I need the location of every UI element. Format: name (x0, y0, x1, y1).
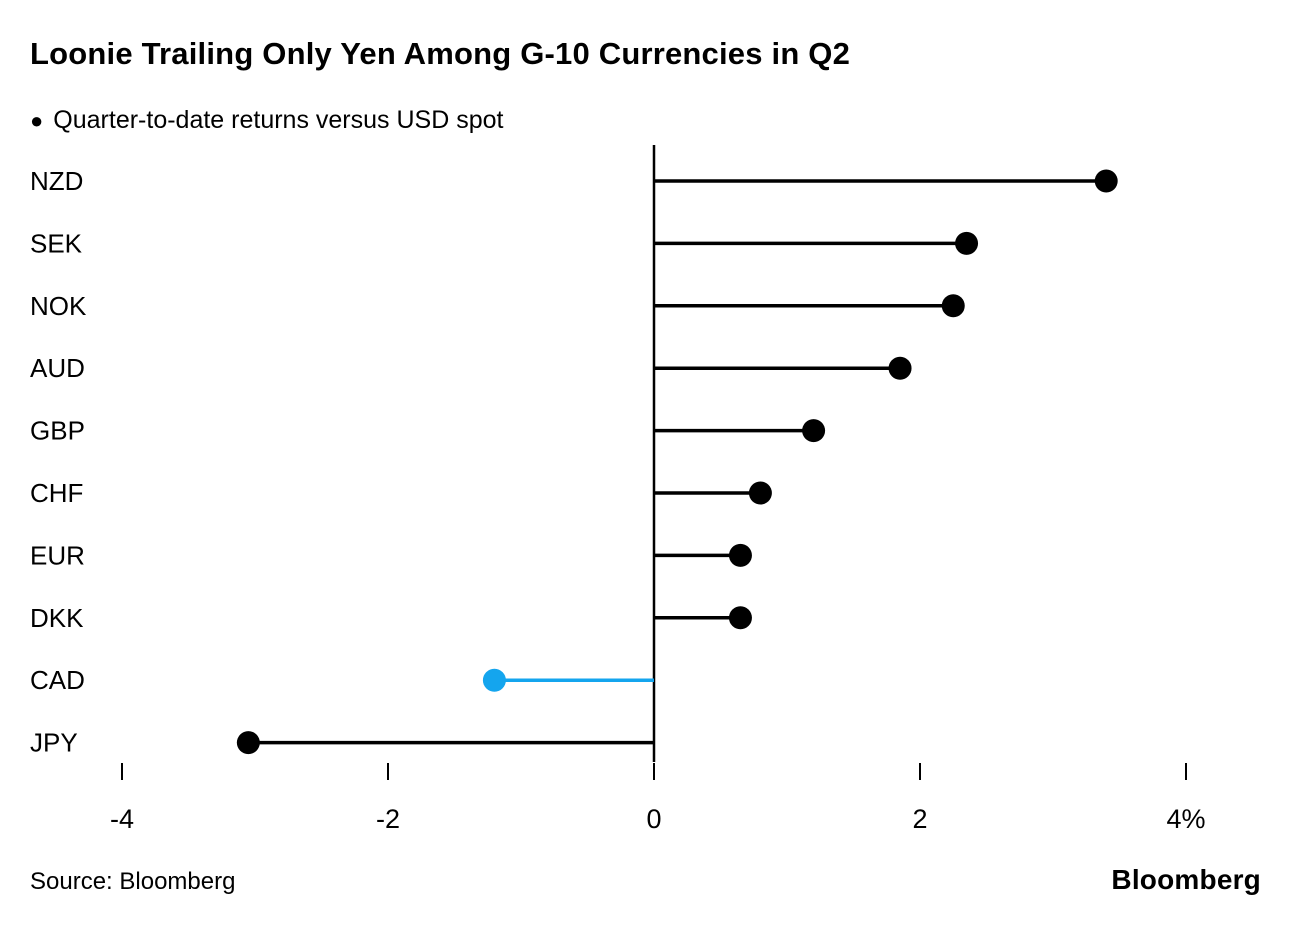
category-label-chf: CHF (30, 478, 83, 508)
chart-title: Loonie Trailing Only Yen Among G-10 Curr… (30, 36, 851, 71)
category-label-nok: NOK (30, 291, 87, 321)
category-label-gbp: GBP (30, 416, 85, 446)
category-label-dkk: DKK (30, 603, 84, 633)
lollipop-dot-dkk (728, 606, 752, 630)
legend-label: Quarter-to-date returns versus USD spot (53, 106, 504, 134)
lollipop-dot-chf (748, 481, 772, 505)
legend-dot-icon: ● (30, 107, 44, 133)
lollipop-dot-cad (482, 668, 506, 692)
source-note: Source: Bloomberg (30, 868, 236, 895)
x-tick-label-4: 4% (1166, 804, 1205, 834)
category-label-nzd: NZD (30, 166, 83, 196)
category-label-jpy: JPY (30, 728, 78, 758)
x-tick-label-0: 0 (646, 804, 661, 834)
legend: ● Quarter-to-date returns versus USD spo… (30, 106, 503, 135)
lollipop-dot-nok (941, 294, 965, 318)
lollipop-dot-jpy (236, 731, 260, 755)
category-label-sek: SEK (30, 228, 83, 258)
lollipop-dot-sek (955, 231, 979, 255)
x-tick-label-2: 2 (912, 804, 927, 834)
x-tick-label--4: -4 (110, 804, 134, 834)
lollipop-dot-aud (888, 356, 912, 380)
x-tick-label--2: -2 (376, 804, 400, 834)
lollipop-dot-eur (728, 543, 752, 567)
lollipop-dot-nzd (1094, 169, 1118, 193)
lollipop-dot-gbp (802, 419, 826, 443)
category-label-aud: AUD (30, 353, 85, 383)
bloomberg-logo: Bloomberg (1111, 864, 1261, 895)
category-label-eur: EUR (30, 540, 85, 570)
category-label-cad: CAD (30, 665, 85, 695)
